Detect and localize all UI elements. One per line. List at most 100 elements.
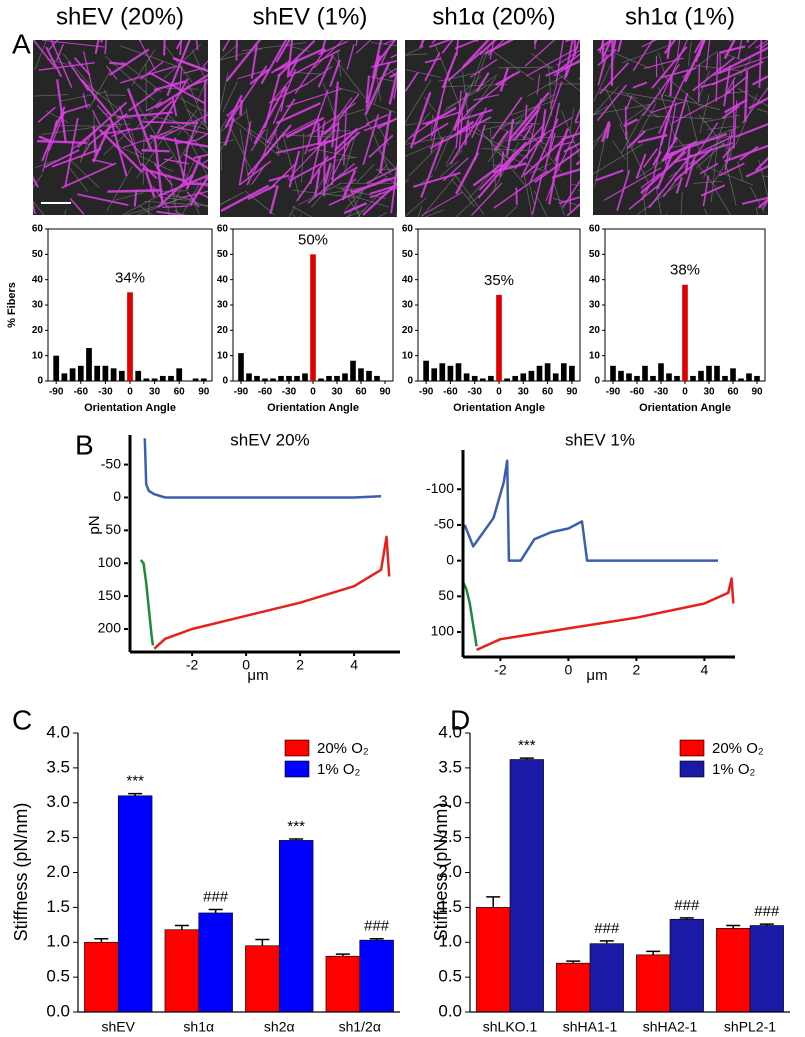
- y-tick-label: 60: [32, 224, 44, 235]
- fiber: [163, 40, 166, 56]
- bar: [509, 759, 544, 1013]
- fiber: [545, 175, 556, 201]
- fiber: [565, 40, 573, 43]
- fiber: [717, 46, 768, 75]
- x-axis-label: Orientation Angle: [453, 402, 545, 414]
- fiber: [164, 44, 193, 83]
- fiber: [264, 134, 283, 157]
- y-tick-label: 150: [98, 587, 122, 603]
- fiber: [485, 136, 526, 186]
- x-tick-label: 2: [633, 662, 641, 678]
- micrograph: [593, 40, 768, 215]
- fiber: [632, 81, 648, 89]
- y-tick-label: 3.0: [46, 792, 70, 811]
- fiber: [238, 121, 252, 186]
- histogram-bar: [626, 373, 632, 381]
- y-tick-label: 50: [438, 587, 454, 603]
- fiber: [349, 176, 396, 194]
- histogram-bar: [706, 365, 712, 381]
- fiber: [368, 102, 396, 113]
- y-tick-label: 40: [589, 274, 601, 285]
- fiber: [289, 49, 341, 78]
- x-tick-label: 2: [296, 657, 304, 673]
- fiber: [430, 114, 433, 141]
- fiber: [288, 150, 301, 188]
- fiber: [162, 205, 189, 208]
- histogram-bar: [754, 375, 760, 381]
- fiber: [697, 70, 710, 100]
- fiber: [220, 141, 226, 152]
- fiber: [364, 117, 397, 132]
- fiber: [758, 40, 763, 88]
- fiber: [383, 40, 396, 45]
- fiber: [80, 79, 112, 117]
- fiber: [104, 40, 107, 54]
- histogram-bar: [69, 368, 76, 381]
- y-tick-label: 3.5: [438, 757, 462, 776]
- histogram-bar: [722, 375, 728, 381]
- image-title: shEV (20%): [56, 3, 184, 30]
- fiber: [154, 73, 208, 109]
- x-tick-label: 30: [518, 387, 530, 398]
- y-tick-label: -50: [434, 516, 454, 532]
- fiber: [594, 126, 608, 188]
- fiber: [220, 48, 263, 61]
- fiber: [593, 143, 644, 175]
- fiber: [322, 82, 341, 131]
- histogram-bar: [334, 375, 340, 381]
- fiber: [112, 143, 174, 172]
- fiber: [374, 40, 397, 66]
- significance-label: ###: [674, 897, 700, 914]
- legend-swatch: [679, 739, 705, 757]
- fiber: [73, 57, 91, 76]
- fiber: [275, 102, 321, 125]
- significance-label: ###: [203, 888, 229, 905]
- fiber: [405, 123, 417, 126]
- fiber: [68, 157, 100, 189]
- y-tick-label: 0: [594, 376, 600, 387]
- y-tick-label: 40: [217, 274, 229, 285]
- y-axis-label: % Fibers: [6, 282, 18, 328]
- fiber: [699, 162, 719, 175]
- fiber: [748, 96, 768, 110]
- y-tick-label: 1.0: [46, 932, 70, 951]
- fiber: [536, 74, 541, 95]
- fiber: [64, 117, 79, 187]
- fiber: [334, 86, 359, 94]
- fiber: [642, 63, 680, 117]
- fiber: [689, 122, 719, 166]
- fiber: [64, 209, 67, 215]
- bar: [278, 840, 314, 1013]
- histogram-bar: [135, 370, 142, 381]
- fiber: [108, 48, 150, 76]
- fiber: [650, 101, 684, 114]
- fiber: [593, 86, 620, 116]
- fiber: [380, 48, 389, 64]
- fiber: [552, 168, 580, 179]
- bar: [589, 943, 624, 1013]
- fiber: [288, 205, 296, 217]
- fiber: [364, 114, 392, 176]
- x-tick-label: -90: [419, 387, 434, 398]
- y-tick-label: -100: [426, 480, 454, 496]
- histogram-bar: [528, 370, 535, 381]
- fiber: [121, 194, 161, 215]
- fiber: [133, 189, 138, 207]
- fiber: [640, 150, 687, 195]
- fiber: [335, 156, 358, 161]
- fiber: [405, 79, 432, 124]
- x-tick-label: -60: [74, 387, 89, 398]
- fiber: [323, 162, 332, 185]
- fiber: [365, 75, 370, 104]
- fibers: [33, 40, 208, 215]
- legend-label: 20% O₂: [712, 740, 764, 757]
- histogram-bar: [270, 378, 276, 381]
- fiber: [626, 130, 646, 149]
- histogram-bar: [374, 375, 380, 381]
- fiber: [364, 61, 391, 116]
- x-axis-label: Orientation Angle: [267, 402, 359, 414]
- fiber: [706, 125, 737, 130]
- fiber: [160, 193, 194, 201]
- fiber: [306, 66, 333, 85]
- fiber: [703, 208, 708, 215]
